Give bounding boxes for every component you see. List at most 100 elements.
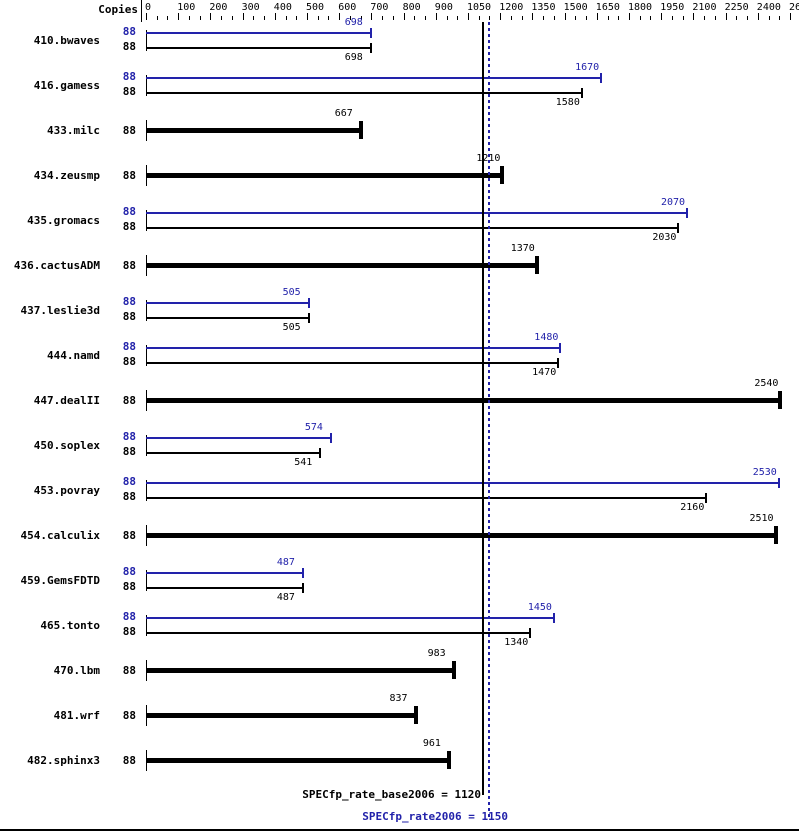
copies-value-base: 88 [122, 490, 136, 503]
copies-value-base: 88 [122, 220, 136, 233]
bar-base [146, 713, 416, 718]
reference-line-peak [488, 22, 491, 820]
axis-tick-label: 1200 [499, 2, 524, 13]
bar-base-endcap [369, 43, 372, 53]
axis-major-tick [693, 13, 695, 20]
copies-header: Copies [98, 3, 138, 16]
axis-major-tick [500, 13, 502, 20]
axis-minor-tick [446, 16, 448, 20]
row-origin-tick [146, 30, 147, 51]
bar-base [146, 263, 537, 268]
bar-base [146, 362, 559, 364]
bar-base-value: 541 [294, 457, 313, 468]
bar-base-value: 2160 [680, 502, 705, 513]
copies-value-peak: 88 [122, 340, 136, 353]
axis-tick-label: 2100 [692, 2, 717, 13]
bar-base-endcap [534, 256, 539, 274]
bar-base-value: 961 [422, 738, 441, 749]
axis-minor-tick [285, 16, 287, 20]
axis-major-tick [725, 13, 727, 20]
axis-minor-tick [639, 16, 641, 20]
copies-value-peak: 88 [122, 25, 136, 38]
bar-peak-value: 487 [276, 557, 295, 568]
axis-tick-label: 300 [241, 2, 260, 13]
axis-minor-tick [704, 16, 706, 20]
axis-major-tick [757, 13, 759, 20]
copies-value-base: 88 [122, 529, 136, 542]
bar-base-endcap [778, 391, 783, 409]
axis-major-tick [146, 13, 147, 20]
bar-peak-value: 2070 [660, 197, 686, 208]
bar-base-value: 505 [282, 322, 301, 333]
bar-base [146, 533, 776, 538]
row-origin-tick [146, 345, 147, 366]
axis-tick-label: 600 [338, 2, 357, 13]
axis-tick-label: 0 [145, 2, 152, 13]
bar-peak [146, 482, 779, 484]
axis-tick-label: 2250 [724, 2, 749, 13]
benchmark-label: 465.tonto [40, 619, 100, 632]
row-origin-tick [146, 435, 147, 456]
axis-tick-label: 200 [209, 2, 228, 13]
benchmark-label: 433.milc [47, 124, 100, 137]
axis-minor-tick [349, 16, 351, 20]
bar-base-endcap [307, 313, 310, 323]
axis-major-tick [178, 13, 180, 20]
benchmark-label: 450.soplex [33, 439, 100, 452]
bar-peak-endcap [307, 298, 310, 308]
bar-base-endcap [705, 493, 708, 503]
copies-value-peak: 88 [122, 205, 136, 218]
axis-major-tick [403, 13, 405, 20]
bottom-border [0, 829, 799, 831]
copies-value-peak: 88 [122, 475, 136, 488]
bar-base-endcap [451, 661, 456, 679]
bar-base-endcap [446, 751, 451, 769]
row-origin-tick [146, 480, 147, 501]
bar-base [146, 92, 582, 94]
copies-value-base: 88 [122, 754, 136, 767]
bar-peak-value: 574 [304, 422, 323, 433]
axis-minor-tick [478, 16, 480, 20]
axis-minor-tick [553, 16, 555, 20]
axis-minor-tick [328, 16, 330, 20]
axis-minor-tick [199, 16, 201, 20]
copies-value-base: 88 [122, 664, 136, 677]
reference-line-base [482, 22, 485, 795]
axis-major-tick [371, 13, 373, 20]
bar-peak-endcap [329, 433, 332, 443]
bar-base-value: 983 [427, 648, 446, 659]
axis-tick-label: 700 [370, 2, 389, 13]
benchmark-label: 447.dealII [33, 394, 100, 407]
axis-minor-tick [682, 16, 684, 20]
bar-base-value: 487 [276, 592, 295, 603]
axis-minor-tick [671, 16, 673, 20]
axis-minor-tick [425, 16, 427, 20]
axis-minor-tick [167, 16, 169, 20]
axis-major-tick [661, 13, 663, 20]
benchmark-label: 434.zeusmp [33, 169, 100, 182]
bar-base-value: 2540 [754, 378, 779, 389]
bar-base-endcap [529, 628, 532, 638]
axis-major-tick [435, 13, 437, 20]
bar-peak [146, 32, 371, 34]
axis-minor-tick [317, 16, 319, 20]
axis-tick-label: 1500 [563, 2, 588, 13]
axis-major-tick [468, 13, 469, 20]
axis-tick-label: 1950 [660, 2, 685, 13]
bar-peak-value: 1480 [534, 332, 559, 343]
axis-left-border [141, 0, 142, 22]
benchmark-label: 482.sphinx3 [27, 754, 100, 767]
bar-base [146, 227, 679, 229]
axis-tick-label: 1800 [628, 2, 653, 13]
axis-tick-label: 2600 [789, 2, 799, 13]
bar-peak [146, 437, 331, 439]
copies-value-base: 88 [122, 85, 136, 98]
axis-major-tick [790, 13, 791, 20]
bar-peak [146, 572, 303, 574]
copies-value-base: 88 [122, 169, 136, 182]
bar-peak [146, 617, 554, 619]
axis-tick-label: 2400 [756, 2, 781, 13]
axis-major-tick [274, 13, 276, 20]
bar-base-value: 1370 [510, 243, 535, 254]
bar-peak-value: 2530 [752, 467, 777, 478]
